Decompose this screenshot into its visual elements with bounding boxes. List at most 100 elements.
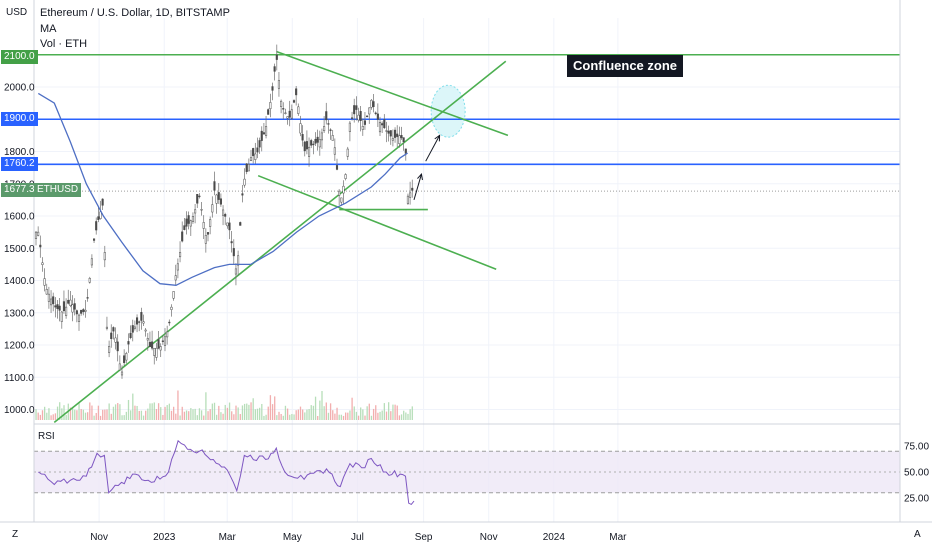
- volume-bar: [200, 410, 203, 420]
- volume-bar: [203, 415, 205, 420]
- candles: [34, 44, 414, 379]
- volume-bar: [121, 415, 123, 420]
- volume-bar: [271, 404, 274, 420]
- rsi-tick-label: 75.00: [904, 442, 929, 453]
- candle-body: [127, 341, 130, 345]
- volume-bar: [209, 409, 211, 420]
- candle-body: [389, 130, 392, 137]
- volume-bar: [314, 396, 317, 420]
- candle-body: [327, 123, 330, 125]
- candle-body: [181, 231, 184, 242]
- volume-bar: [185, 410, 188, 420]
- candle-body: [394, 129, 397, 138]
- candle-body: [305, 141, 308, 150]
- candle-body: [247, 164, 250, 172]
- candle-body: [254, 153, 257, 160]
- candle-body: [295, 88, 298, 96]
- volume-bar: [321, 391, 323, 420]
- candle-body: [366, 115, 369, 118]
- indicator-ma-label[interactable]: MA: [40, 23, 57, 35]
- candle-body: [211, 204, 214, 213]
- volume-bar: [132, 393, 134, 420]
- price-tick-label: 1500.0: [4, 244, 35, 255]
- horizontal-levels: [34, 53, 900, 192]
- volume-bar: [168, 403, 170, 420]
- candle-body: [282, 108, 285, 110]
- volume-bar: [162, 414, 164, 420]
- candle-body: [129, 332, 132, 338]
- date-tick-label: May: [283, 532, 302, 543]
- volume-bar: [295, 410, 297, 420]
- volume-bar: [403, 410, 405, 420]
- indicator-vol-label[interactable]: Vol · ETH: [40, 38, 88, 50]
- candle-body: [118, 363, 121, 371]
- volume-bar: [114, 404, 117, 420]
- volume-bar: [323, 406, 325, 420]
- confluence-zone: [430, 84, 466, 138]
- volume-bar: [289, 414, 291, 420]
- timezone-button[interactable]: Z: [12, 529, 19, 540]
- candle-body: [215, 194, 218, 204]
- candle-body: [406, 195, 409, 204]
- candle-body: [409, 192, 412, 198]
- candle-body: [267, 109, 270, 115]
- candle-body: [62, 301, 66, 312]
- candle-body: [271, 86, 274, 91]
- volume-bar: [220, 412, 222, 420]
- volume-bar: [302, 409, 304, 420]
- candle-body: [316, 136, 319, 143]
- candle-body: [140, 312, 143, 321]
- volume-bar: [52, 414, 54, 420]
- volume-bar: [155, 409, 158, 420]
- volume-bar: [310, 405, 312, 420]
- auto-scale-button[interactable]: A: [914, 529, 921, 540]
- date-tick-label: Nov: [480, 532, 498, 543]
- candle-body: [69, 299, 72, 306]
- volume-bar: [87, 412, 89, 420]
- currency-label[interactable]: USD: [6, 7, 28, 18]
- volume-bar: [175, 413, 177, 420]
- candle-body: [200, 209, 203, 211]
- candle-body: [260, 130, 263, 141]
- volume-bar: [388, 402, 390, 420]
- price-tick-label: 1300.0: [4, 308, 35, 319]
- date-tick-label: Mar: [219, 532, 237, 543]
- volume-bar: [381, 410, 383, 420]
- volume-bar: [63, 405, 65, 420]
- rsi-label[interactable]: RSI: [38, 431, 55, 442]
- price-tag-1900: 1900.0: [1, 112, 38, 126]
- volume-bar: [340, 414, 342, 420]
- volume-bar: [265, 414, 267, 420]
- symbol-title[interactable]: Ethereum / U.S. Dollar, 1D, BITSTAMP: [40, 7, 230, 19]
- volume-bar: [256, 408, 259, 420]
- candle-body: [144, 329, 147, 332]
- volume-bar: [400, 414, 403, 420]
- volume-bar: [160, 407, 162, 420]
- volume-bar: [342, 415, 345, 420]
- candle-body: [75, 310, 78, 315]
- volume-bar: [291, 413, 293, 420]
- volume-bar: [366, 406, 368, 420]
- candle-body: [185, 218, 188, 227]
- volume-bar: [190, 408, 192, 420]
- candle-body: [391, 138, 394, 141]
- candle-body: [237, 255, 240, 266]
- candle-body: [396, 133, 399, 137]
- volume-bar: [375, 405, 377, 420]
- candle-body: [73, 303, 76, 310]
- volume-bar: [411, 406, 413, 420]
- candle-body: [241, 193, 244, 196]
- volume-bar: [394, 404, 396, 420]
- volume-bar: [278, 411, 280, 420]
- date-tick-label: Mar: [609, 532, 627, 543]
- volume-bar: [252, 398, 254, 420]
- volume-bar: [396, 405, 398, 420]
- volume-bar: [181, 406, 183, 420]
- volume-bar: [84, 412, 87, 420]
- volume-bar: [274, 396, 276, 420]
- candle-body: [43, 278, 46, 286]
- volume-bar: [71, 406, 74, 420]
- candle-body: [383, 119, 386, 129]
- candle-body: [376, 113, 379, 120]
